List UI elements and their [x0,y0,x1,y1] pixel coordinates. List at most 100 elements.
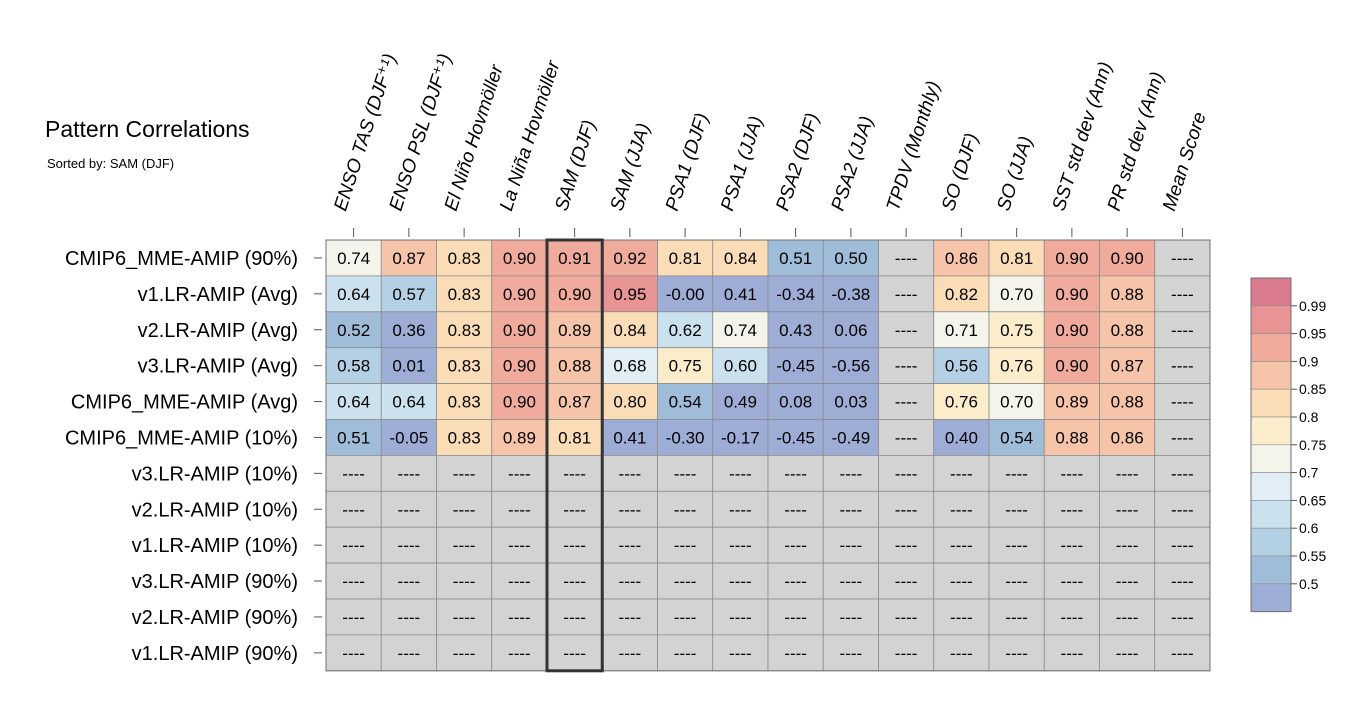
cell-value-label: ---- [619,536,642,555]
colorbar-tick-label: 0.99 [1299,298,1326,314]
heatmap-cell [380,598,437,636]
cell-value-label: ---- [1116,572,1139,591]
row-label: v3.LR-AMIP (10%) [132,463,298,485]
heatmap-cell [436,347,493,385]
cell-value-label: ---- [1116,500,1139,519]
colorbar-bin [1250,527,1292,557]
heatmap-cell [601,454,658,492]
colorbar-tick-label: 0.85 [1299,381,1326,397]
heatmap-cell [601,562,658,600]
heatmap-cell [1043,526,1100,564]
cell-value-label: ---- [1171,249,1194,268]
cell-value-label: ---- [895,500,918,519]
heatmap-cell [436,383,493,420]
heatmap-cell [1099,490,1156,528]
cell-value-label: ---- [453,644,476,663]
cell-value-label: ---- [895,357,918,376]
cell-value-label: 0.75 [669,357,702,376]
cell-value-label: 0.49 [724,393,757,412]
cell-value-label: ---- [674,572,697,591]
cell-value-label: ---- [729,644,752,663]
cell-value-label: ---- [453,608,476,627]
row-label: v2.LR-AMIP (90%) [132,607,298,629]
cell-value-label: ---- [453,536,476,555]
cell-value-label: 0.90 [558,285,591,304]
cell-value-label: 0.52 [337,321,370,340]
cell-value-label: 0.83 [448,285,481,304]
cell-value-label: -0.34 [776,285,815,304]
cell-value-label: 0.68 [613,357,646,376]
cell-value-label: ---- [453,464,476,483]
cell-value-label: -0.00 [666,285,705,304]
heatmap-cell [712,311,769,349]
heatmap-cell [933,634,990,672]
cell-value-label: 0.54 [669,393,702,412]
colorbar-tick-label: 0.7 [1299,465,1319,481]
colorbar-bin [1250,305,1292,334]
heatmap-cell [1154,239,1211,277]
cell-value-label: ---- [674,464,697,483]
heatmap-cell [712,419,769,456]
heatmap-cell [491,311,548,349]
cell-value-label: -0.49 [832,428,871,447]
heatmap-cell [546,634,603,672]
cell-value-label: ---- [895,644,918,663]
cell-value-label: 0.81 [669,249,702,268]
heatmap-cell [436,562,493,600]
cell-value-label: ---- [508,464,531,483]
cell-value-label: ---- [563,608,586,627]
heatmap-cell [933,562,990,600]
heatmap-cell [1043,454,1100,492]
cell-value-label: ---- [1061,608,1084,627]
heatmap-cell [491,598,548,636]
cell-value-label: ---- [398,572,421,591]
colorbar-tick-label: 0.8 [1299,409,1319,425]
cell-value-label: 0.90 [1111,249,1144,268]
heatmap-cell [546,419,603,456]
heatmap-cell [657,490,714,528]
column-label: SO (DJF) [938,131,983,214]
heatmap-cell [712,347,769,385]
cell-value-label: -0.45 [776,357,815,376]
cell-value-label: ---- [1171,321,1194,340]
heatmap-cell [712,239,769,277]
colorbar-bin [1250,500,1292,529]
colorbar-bin [1250,583,1292,612]
cell-value-label: ---- [840,464,863,483]
row-labels: CMIP6_MME-AMIP (90%) v1.LR-AMIP (Avg) v2.L… [65,248,322,665]
column-label: PSA1 (DJF) [662,111,713,214]
heatmap-cell [712,490,769,528]
row-label: CMIP6_MME-AMIP (Avg) [71,392,298,414]
cell-value-label: 0.88 [1111,393,1144,412]
cell-value-label: -0.56 [832,357,871,376]
heatmap-cell [436,490,493,528]
cell-value-label: ---- [840,536,863,555]
cell-value-label: 0.60 [724,357,757,376]
cell-value-label: 0.75 [1000,321,1033,340]
heatmap-grid: 0.74 0.87 0.83 0.90 0.91 0.92 0.81 0.84 0.51 0.50… [325,238,1211,673]
heatmap-cell [491,562,548,600]
heatmap-cell [712,562,769,600]
heatmap-cell [380,634,437,672]
heatmap-cell [933,598,990,636]
heatmap-cell [878,383,935,420]
cell-value-label: 0.89 [558,321,591,340]
cell-value-label: 0.90 [1055,357,1088,376]
cell-value-label: 0.41 [613,428,646,447]
heatmap-cell [601,598,658,636]
cell-value-label: 0.82 [945,285,978,304]
cell-value-label: ---- [453,500,476,519]
cell-value-label: ---- [784,608,807,627]
cell-value-label: ---- [1171,285,1194,304]
heatmap-cell [491,490,548,528]
heatmap-cell [1043,490,1100,528]
cell-value-label: ---- [1171,500,1194,519]
colorbar-tick-label: 0.55 [1299,548,1326,564]
heatmap-cell [822,383,879,420]
cell-value-label: ---- [950,464,973,483]
column-label: El Niño Hovmöller [441,62,508,214]
heatmap-cell [767,275,824,313]
row-label: v3.LR-AMIP (90%) [132,571,298,593]
heatmap-cell [436,275,493,313]
cell-value-label: ---- [674,644,697,663]
